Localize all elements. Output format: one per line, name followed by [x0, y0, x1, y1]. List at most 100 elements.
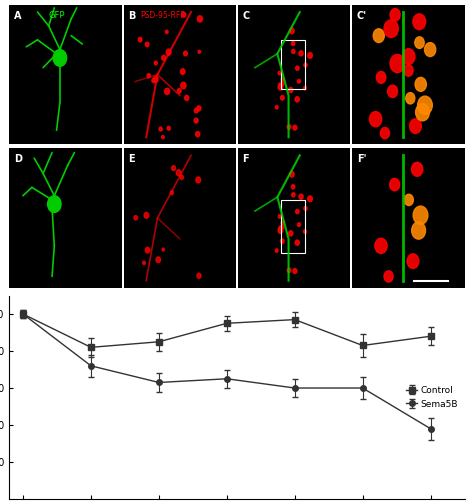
Circle shape [138, 37, 142, 42]
Circle shape [425, 43, 436, 56]
Text: E: E [128, 154, 135, 164]
Circle shape [418, 96, 432, 114]
Circle shape [145, 247, 150, 253]
Circle shape [197, 273, 201, 278]
Circle shape [410, 119, 421, 134]
Circle shape [281, 96, 284, 100]
Circle shape [292, 49, 295, 53]
Circle shape [297, 223, 301, 226]
Circle shape [194, 118, 198, 123]
Circle shape [177, 89, 181, 93]
Circle shape [278, 71, 281, 75]
Circle shape [373, 29, 384, 42]
Circle shape [281, 239, 284, 243]
Circle shape [166, 49, 171, 55]
Circle shape [182, 12, 186, 17]
Circle shape [296, 66, 299, 71]
Bar [281, 200, 305, 253]
Circle shape [278, 84, 283, 90]
Circle shape [287, 124, 291, 130]
Circle shape [280, 82, 283, 86]
Text: D: D [14, 154, 22, 164]
Circle shape [375, 238, 387, 254]
Circle shape [197, 16, 202, 22]
Circle shape [384, 271, 393, 282]
Circle shape [416, 104, 429, 121]
Circle shape [278, 215, 281, 218]
Circle shape [281, 78, 284, 82]
Circle shape [287, 268, 291, 273]
Circle shape [289, 231, 293, 236]
Circle shape [280, 225, 283, 229]
Text: B: B [128, 11, 136, 21]
Circle shape [390, 178, 400, 191]
Circle shape [297, 79, 301, 83]
Text: F': F' [357, 154, 366, 164]
Circle shape [165, 30, 168, 34]
Circle shape [152, 79, 155, 83]
Circle shape [134, 216, 137, 220]
Circle shape [295, 97, 299, 102]
Circle shape [184, 95, 189, 100]
Circle shape [384, 20, 398, 38]
Circle shape [402, 49, 415, 65]
Circle shape [154, 61, 157, 65]
Circle shape [299, 51, 303, 56]
Circle shape [415, 78, 426, 91]
Circle shape [369, 111, 382, 127]
Circle shape [411, 162, 423, 176]
Text: PSD-95-RFP: PSD-95-RFP [141, 11, 185, 20]
Circle shape [154, 76, 158, 82]
Circle shape [413, 206, 428, 224]
Circle shape [180, 175, 183, 179]
Circle shape [303, 86, 306, 90]
Circle shape [279, 83, 283, 87]
Circle shape [275, 105, 278, 109]
Circle shape [159, 127, 162, 131]
Text: F: F [243, 154, 249, 164]
Circle shape [290, 171, 294, 177]
Circle shape [406, 93, 415, 104]
Circle shape [162, 248, 164, 251]
Circle shape [295, 240, 299, 245]
Circle shape [304, 206, 307, 211]
Circle shape [275, 249, 278, 253]
Circle shape [404, 194, 413, 206]
Circle shape [278, 227, 283, 233]
Text: C: C [243, 11, 250, 21]
Circle shape [388, 85, 398, 98]
Circle shape [303, 230, 306, 233]
Circle shape [197, 106, 201, 111]
Circle shape [176, 170, 181, 176]
Text: C': C' [357, 11, 367, 21]
Circle shape [170, 191, 173, 195]
Circle shape [144, 212, 149, 218]
Circle shape [146, 42, 149, 47]
Circle shape [407, 254, 419, 269]
Circle shape [299, 194, 303, 200]
Circle shape [308, 52, 312, 58]
Circle shape [156, 257, 161, 263]
Circle shape [292, 184, 295, 189]
Circle shape [390, 54, 405, 73]
Circle shape [289, 87, 293, 93]
Circle shape [181, 82, 186, 89]
Circle shape [147, 74, 151, 78]
Circle shape [47, 196, 61, 212]
Circle shape [167, 127, 170, 130]
Text: A: A [14, 11, 21, 21]
Circle shape [304, 63, 307, 67]
Circle shape [53, 49, 67, 67]
Circle shape [413, 14, 426, 30]
Circle shape [162, 136, 164, 139]
Circle shape [290, 28, 294, 34]
Circle shape [404, 65, 413, 76]
Circle shape [415, 37, 424, 48]
Circle shape [279, 226, 283, 231]
Circle shape [281, 221, 284, 225]
Circle shape [293, 125, 297, 130]
Circle shape [390, 9, 400, 21]
Circle shape [296, 209, 299, 214]
Circle shape [164, 88, 170, 95]
Circle shape [181, 69, 185, 75]
